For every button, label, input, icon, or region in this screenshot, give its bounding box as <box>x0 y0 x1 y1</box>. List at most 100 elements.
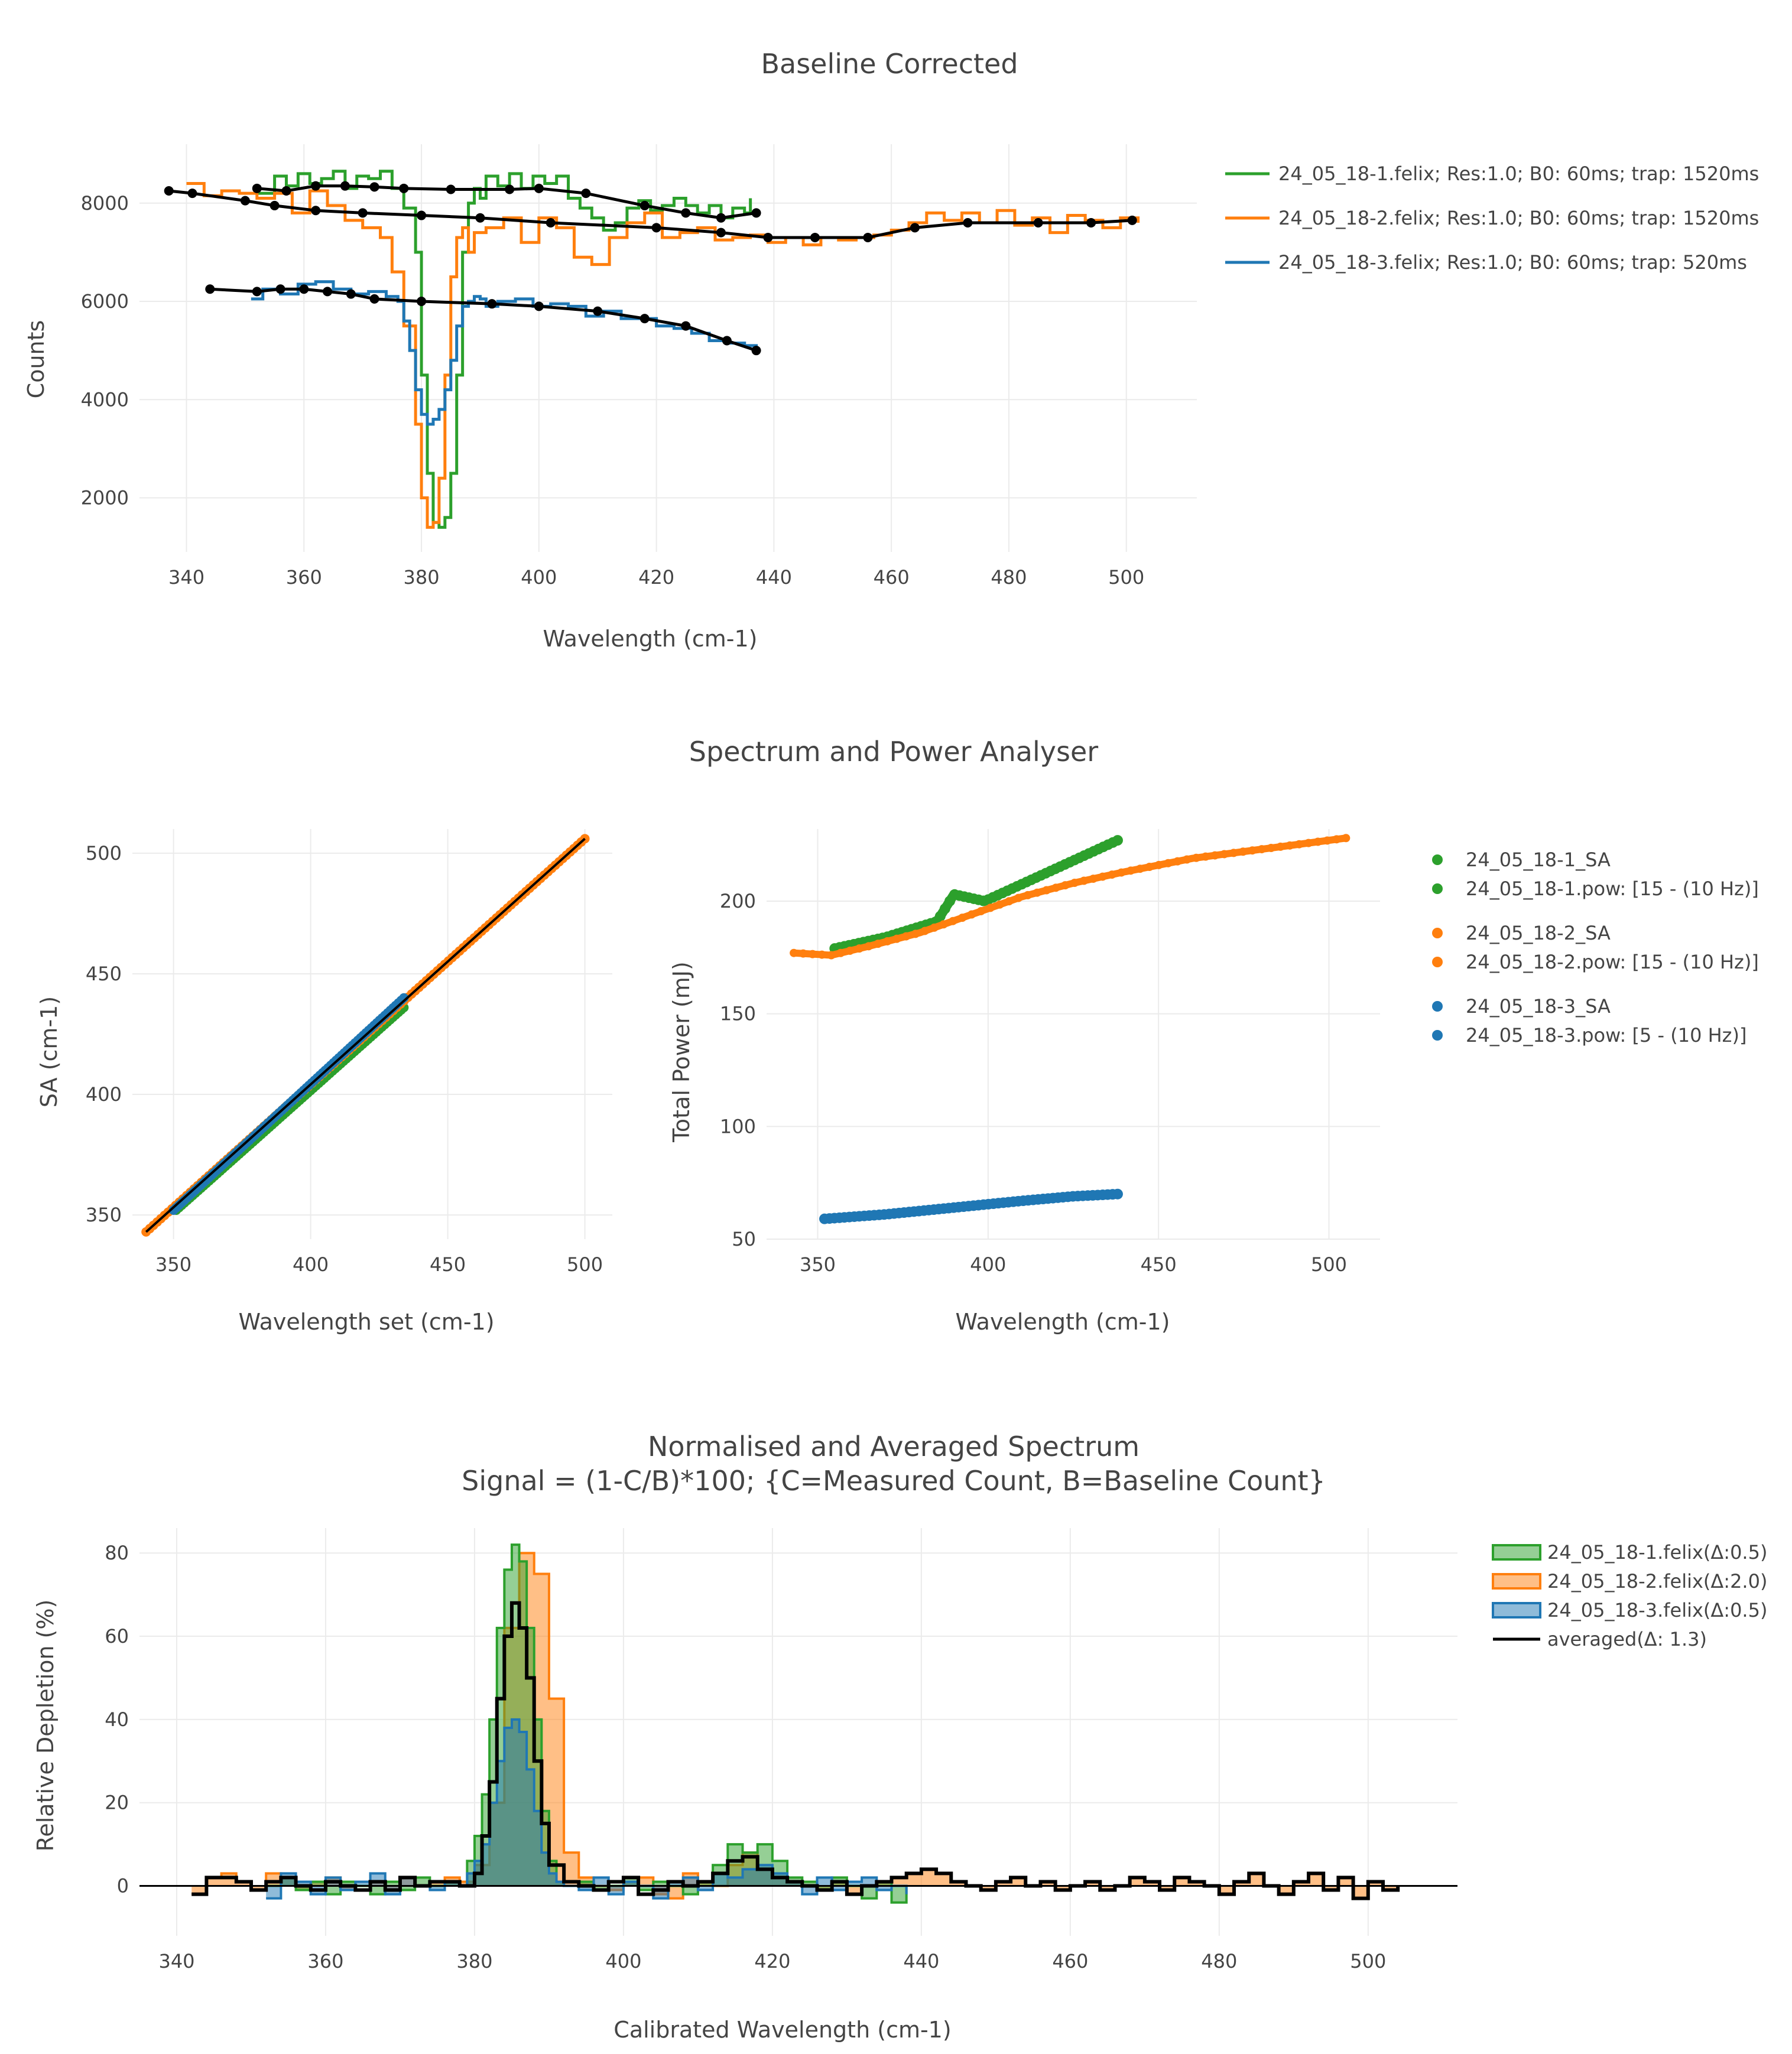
baseline-y-tick-label: 8000 <box>81 192 129 214</box>
power-legend-label-6[interactable]: 24_05_18-3.pow: [5 - (10 Hz)] <box>1466 1024 1746 1046</box>
sa-y-axis-title: SA (cm-1) <box>36 996 62 1107</box>
power-y-tick-label: 50 <box>732 1228 756 1250</box>
power-legend-marker-5[interactable] <box>1432 1001 1443 1012</box>
baseline-1-point <box>446 184 456 194</box>
depletion-y-tick-label: 80 <box>105 1542 129 1564</box>
24-05-18-2-pow-15-10-hz-line <box>790 834 1350 959</box>
baseline-2-point <box>863 232 873 242</box>
baseline-3-point <box>417 297 427 307</box>
24-05-18-1-pow-15-10-hz-line <box>830 836 1122 954</box>
sa-chart: 350 400 450 500 350 400 450 500 <box>86 829 612 1276</box>
baseline-series-3-line <box>251 280 758 426</box>
legend-label-1[interactable]: 24_05_18-1.felix; Res:1.0; B0: 60ms; tra… <box>1278 162 1759 185</box>
depletion-x-axis-title: Calibrated Wavelength (cm-1) <box>613 2017 951 2043</box>
baseline-3-point <box>205 284 215 294</box>
baseline-3-point <box>639 314 650 324</box>
sa-x-tick-label: 400 <box>293 1253 329 1276</box>
depletion-x-tick-label: 360 <box>307 1950 343 1972</box>
depletion-legend-label-2[interactable]: 24_05_18-2.felix(Δ:2.0) <box>1547 1570 1767 1592</box>
depletion-legend-label-1[interactable]: 24_05_18-1.felix(Δ:0.5) <box>1547 1541 1767 1564</box>
power-legend-marker-2[interactable] <box>1432 883 1443 894</box>
power-y-axis-title: Total Power (mJ) <box>668 961 694 1143</box>
depletion-legend-label-4[interactable]: averaged(Δ: 1.3) <box>1547 1628 1707 1650</box>
baseline-2-point <box>270 200 280 210</box>
power-legend-marker-3[interactable] <box>1432 928 1443 938</box>
depletion-chart: 340 360 380 400 420 440 460 480 500 0 20 40 60 80 <box>105 1528 1457 1972</box>
depletion-y-tick-label: 40 <box>105 1708 129 1731</box>
24-05-18-3-pow-5-10-hz-line <box>820 1189 1122 1224</box>
power-legend-label-5[interactable]: 24_05_18-3_SA <box>1466 995 1611 1018</box>
baseline-3-point <box>323 287 333 297</box>
power-legend-label-3[interactable]: 24_05_18-2_SA <box>1466 922 1611 944</box>
baseline-1-point <box>505 184 515 194</box>
baseline-2-point <box>651 223 661 233</box>
baseline-series-2-line <box>186 182 1140 529</box>
baseline-2-point <box>1086 218 1096 228</box>
power-x-tick-label: 450 <box>1141 1253 1177 1276</box>
baseline-1-point <box>751 208 761 218</box>
baseline-y-tick-label: 4000 <box>81 388 129 411</box>
power-legend-marker-6[interactable] <box>1432 1030 1443 1041</box>
baseline-x-tick-label: 460 <box>874 566 910 589</box>
depletion-legend-swatch-3[interactable] <box>1492 1602 1541 1618</box>
legend-label-2[interactable]: 24_05_18-2.felix; Res:1.0; B0: 60ms; tra… <box>1278 207 1759 229</box>
baseline-2-point <box>763 232 773 242</box>
depletion-legend-label-3[interactable]: 24_05_18-3.felix(Δ:0.5) <box>1547 1599 1767 1621</box>
depletion-x-tick-label: 480 <box>1201 1950 1237 1972</box>
baseline-series-1-line <box>257 170 752 529</box>
baseline-2-point <box>417 210 427 220</box>
baseline-chart-title: Baseline Corrected <box>761 48 1018 80</box>
baseline-3-point <box>593 306 603 316</box>
sa-y-tick-label: 450 <box>86 963 122 985</box>
depletion-legend-swatch-1[interactable] <box>1492 1544 1541 1561</box>
baseline-x-tick-label: 420 <box>638 566 674 589</box>
baseline-3-point <box>369 294 379 304</box>
baseline-3-point <box>252 287 262 297</box>
depletion-y-axis-title: Relative Depletion (%) <box>33 1600 59 1852</box>
sa-y-tick-label: 400 <box>86 1083 122 1106</box>
depletion-y-tick-label: 0 <box>117 1875 129 1897</box>
legend-label-3[interactable]: 24_05_18-3.felix; Res:1.0; B0: 60ms; tra… <box>1278 251 1747 274</box>
depletion-chart-subtitle: Signal = (1-C/B)*100; {C=Measured Count,… <box>462 1465 1326 1497</box>
depletion-x-tick-label: 500 <box>1350 1950 1386 1972</box>
baseline-y-tick-label: 2000 <box>81 487 129 509</box>
power-x-axis-title: Wavelength (cm-1) <box>956 1309 1170 1335</box>
baseline-1-point <box>534 183 544 193</box>
power-legend-label-2[interactable]: 24_05_18-1.pow: [15 - (10 Hz)] <box>1466 878 1759 900</box>
depletion-series-3-area <box>266 1719 907 1899</box>
depletion-y-tick-label: 20 <box>105 1792 129 1814</box>
depletion-series-2-area <box>266 1545 907 1903</box>
depletion-legend-swatch-2[interactable] <box>1492 1573 1541 1590</box>
sa-x-tick-label: 450 <box>430 1253 466 1276</box>
power-legend: 24_05_18-1_SA 24_05_18-1.pow: [15 - (10 H… <box>1432 849 1759 1046</box>
depletion-x-tick-label: 420 <box>754 1950 790 1972</box>
sa-x-tick-label: 350 <box>155 1253 191 1276</box>
sa-y-tick-label: 350 <box>86 1204 122 1226</box>
power-legend-marker-1[interactable] <box>1432 854 1443 865</box>
sa-x-axis-title: Wavelength set (cm-1) <box>238 1309 494 1335</box>
depletion-series-1-area <box>191 1553 1398 1899</box>
sa-x-tick-label: 500 <box>567 1253 603 1276</box>
baseline-3-point <box>681 321 691 331</box>
baseline-legend: 24_05_18-1.felix; Res:1.0; B0: 60ms; tra… <box>1225 162 1759 274</box>
power-x-tick-label: 400 <box>970 1253 1006 1276</box>
depletion-x-tick-label: 440 <box>903 1950 939 1972</box>
baseline-3-point <box>751 346 761 356</box>
baseline-2-point <box>311 206 321 216</box>
baseline-x-tick-label: 360 <box>286 566 322 589</box>
depletion-series-2-line <box>266 1543 908 1904</box>
power-y-tick-label: 200 <box>720 890 756 912</box>
power-legend-label-4[interactable]: 24_05_18-2.pow: [15 - (10 Hz)] <box>1466 951 1759 973</box>
baseline-2-point <box>810 232 820 242</box>
baseline-chart: 340 360 380 400 420 440 460 480 500 2000 4000 6000 8… <box>81 144 1197 589</box>
depletion-series-4-line <box>191 1601 1400 1900</box>
depletion-x-tick-label: 460 <box>1052 1950 1088 1972</box>
baseline-x-tick-label: 400 <box>521 566 557 589</box>
baseline-2-point <box>164 186 174 196</box>
baseline-2-point <box>963 218 973 228</box>
sa-fit-line <box>145 837 586 1233</box>
power-legend-marker-4[interactable] <box>1432 957 1443 967</box>
baseline-2-point <box>716 228 726 238</box>
power-legend-label-1[interactable]: 24_05_18-1_SA <box>1466 849 1611 871</box>
